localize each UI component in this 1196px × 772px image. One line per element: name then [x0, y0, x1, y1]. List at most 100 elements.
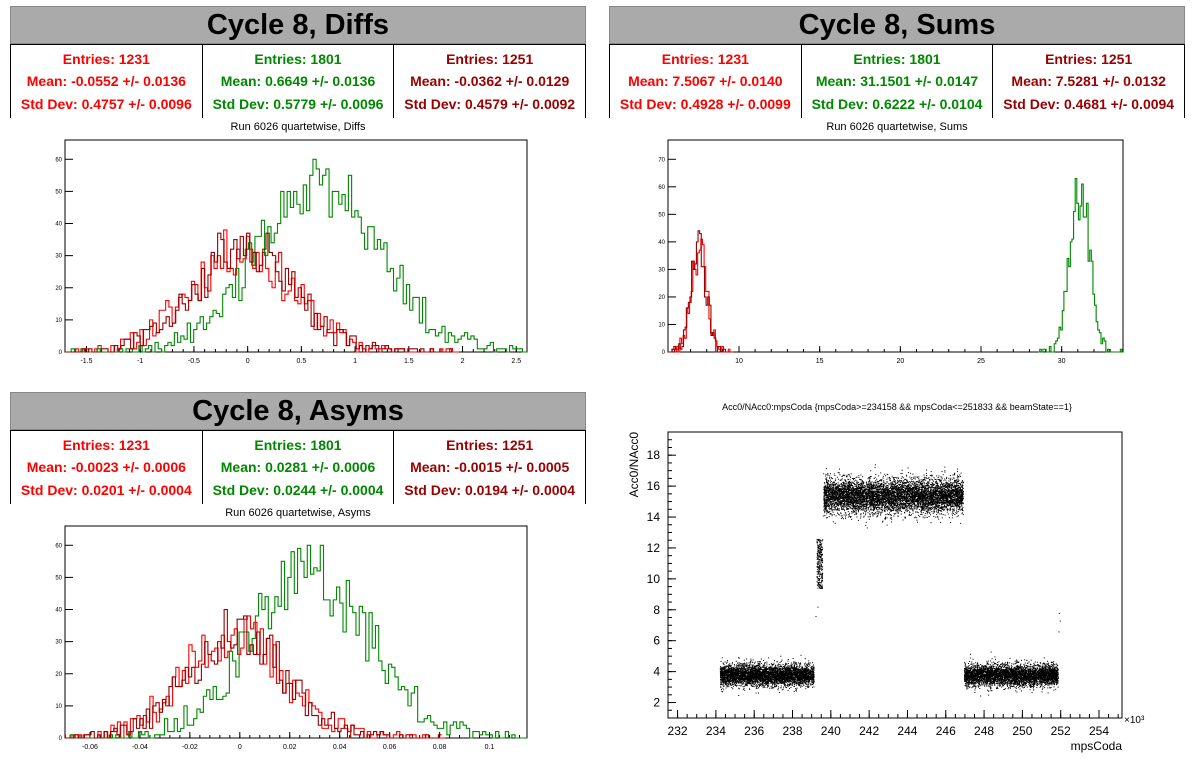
scatter-point — [802, 682, 804, 684]
scatter-point — [794, 676, 796, 678]
scatter-point — [795, 677, 797, 679]
scatter-point — [730, 673, 732, 675]
scatter-point — [773, 686, 775, 688]
scatter-point — [800, 681, 802, 683]
scatter-point — [817, 545, 819, 547]
scatter-point — [730, 678, 732, 680]
scatter-point — [802, 684, 804, 686]
scatter-point — [793, 672, 795, 673]
scatter-point — [785, 663, 787, 665]
scatter-point — [798, 664, 800, 666]
scatter-point — [817, 566, 819, 568]
scatter-point — [818, 586, 820, 588]
scatter-point — [800, 686, 801, 688]
scatter-point — [747, 683, 749, 685]
scatter-point — [762, 682, 764, 683]
scatter-point — [746, 666, 748, 668]
scatter-point — [781, 668, 783, 670]
y-tick-label: 30 — [55, 640, 62, 646]
x-tick-label: 248 — [974, 724, 994, 738]
scatter-point — [803, 679, 805, 681]
scatter-point — [769, 687, 771, 689]
scatter-point — [805, 675, 807, 677]
scatter-point — [805, 681, 807, 682]
scatter-point — [745, 676, 747, 677]
y-tick-label: 20 — [55, 286, 62, 292]
scatter-point — [755, 688, 757, 689]
scatter-point — [787, 678, 788, 680]
scatter-point — [748, 675, 750, 677]
scatter-point — [746, 680, 748, 682]
scatter-point — [764, 677, 765, 679]
scatter-point — [787, 684, 789, 686]
scatter-point — [761, 674, 763, 676]
scatter-point — [801, 674, 803, 676]
scatter-point — [818, 560, 820, 562]
scatter-point — [786, 666, 788, 668]
scatter-point — [764, 669, 766, 671]
scatter-point — [740, 679, 742, 681]
x-tick-label: 0.04 — [333, 744, 347, 751]
scatter-point — [758, 664, 760, 666]
scatter-point — [799, 672, 801, 674]
scatter-point — [785, 663, 787, 665]
scatter-point — [724, 680, 725, 682]
scatter-point — [746, 676, 748, 678]
scatter-point — [789, 674, 791, 676]
scatter-point — [755, 686, 757, 688]
scatter-point — [754, 677, 756, 679]
scatter-point — [734, 665, 736, 667]
scatter-point — [732, 677, 734, 679]
scatter-point — [795, 684, 797, 686]
scatter-point — [778, 692, 780, 693]
scatter-point — [768, 678, 770, 680]
scatter-point — [789, 681, 790, 683]
scatter-point — [799, 671, 801, 673]
scatter-point — [781, 677, 783, 679]
scatter-point — [789, 676, 791, 678]
scatter-point — [759, 684, 761, 686]
scatter-point — [736, 665, 738, 667]
scatter-point — [798, 676, 800, 678]
stat-entries: Entries: 1251 — [446, 51, 534, 68]
scatter-point — [723, 678, 725, 680]
scatter-point — [723, 683, 725, 684]
y-tick-label: 20 — [658, 295, 665, 301]
scatter-point — [730, 670, 732, 672]
scatter-point — [782, 688, 784, 690]
scatter-point — [727, 680, 729, 682]
scatter-point — [735, 671, 737, 673]
scatter-point — [766, 663, 768, 665]
scatter-point — [791, 673, 793, 675]
scatter-point — [779, 666, 781, 668]
scatter-point — [794, 682, 796, 684]
scatter-point — [740, 685, 742, 687]
scatter-point — [778, 676, 780, 678]
scatter-point — [781, 680, 783, 682]
scatter-point — [777, 664, 779, 666]
scatter-point — [810, 667, 812, 668]
scatter-point — [775, 682, 777, 684]
scatter-point — [779, 676, 781, 678]
scatter-point — [747, 677, 749, 679]
scatter-point — [788, 678, 790, 680]
scatter-point — [776, 685, 777, 687]
scatter-point — [721, 672, 723, 674]
scatter-point — [762, 672, 764, 674]
scatter-point — [821, 569, 823, 571]
scatter-point — [743, 688, 745, 689]
scatter-point — [783, 675, 785, 677]
scatter-point — [757, 671, 759, 673]
scatter-point — [762, 676, 764, 678]
scatter-point — [742, 672, 744, 674]
scatter-point — [797, 680, 799, 681]
scatter-point — [753, 667, 754, 669]
stat-entries: Entries: 1251 — [1045, 51, 1133, 68]
scatter-point — [750, 681, 752, 683]
scatter-point — [793, 681, 795, 683]
scatter-point — [805, 674, 806, 676]
scatter-point — [818, 556, 820, 558]
scatter-point — [811, 667, 813, 669]
scatter-point — [729, 666, 731, 668]
